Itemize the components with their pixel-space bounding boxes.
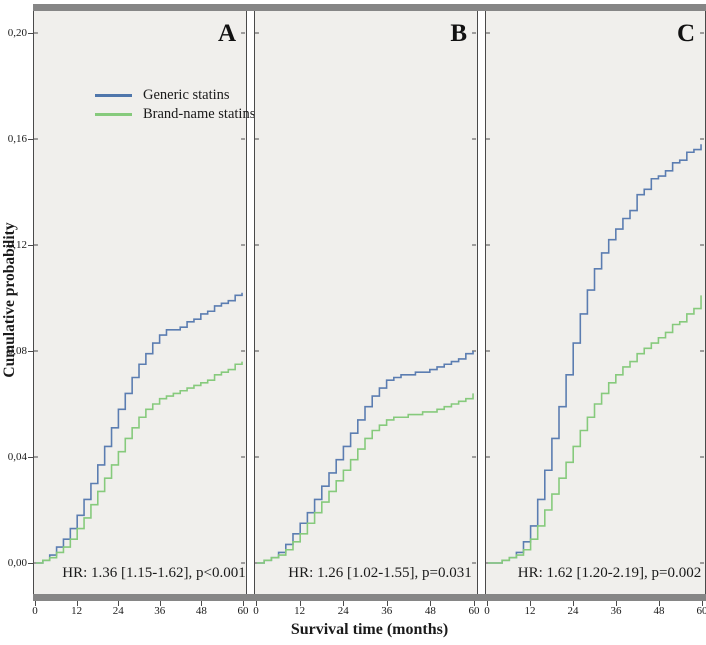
x-tick-label: 12 xyxy=(294,605,306,617)
x-tick-label: 36 xyxy=(610,605,622,617)
panel-b-letter: B xyxy=(450,20,467,47)
x-tick-mark xyxy=(386,601,388,606)
x-tick-label: 60 xyxy=(468,605,480,617)
panel-c: C HR: 1.62 [1.20-2.19], p=0.002 xyxy=(485,11,706,594)
x-tick-label: 48 xyxy=(653,605,665,617)
panel-a-letter: A xyxy=(217,20,236,47)
x-tick-label: 24 xyxy=(337,605,349,617)
legend: Generic statins Brand-name statins xyxy=(95,87,255,125)
x-tick-label: 12 xyxy=(524,605,536,617)
panel-b-curves xyxy=(255,32,477,564)
survival-curve-generic-statins xyxy=(35,292,243,564)
panel-a-curves xyxy=(34,32,246,564)
survival-curve-generic-statins xyxy=(487,144,702,564)
survival-curve-brand-name-statins xyxy=(487,295,702,564)
survival-curve-brand-name-statins xyxy=(256,393,474,564)
x-tick-mark xyxy=(430,601,432,606)
y-tick-mark xyxy=(28,139,33,140)
y-tick-mark xyxy=(28,33,33,34)
generic-statins-line-swatch xyxy=(95,93,132,97)
x-tick-mark xyxy=(659,601,660,606)
figure-top-rule xyxy=(33,4,706,11)
x-tick-label: 12 xyxy=(71,605,83,617)
y-tick-label: 0,04 xyxy=(7,451,27,463)
panel-b: B HR: 1.26 [1.02-1.55], p=0.031 xyxy=(254,11,478,594)
x-tick-label: 36 xyxy=(154,605,166,617)
y-tick-mark xyxy=(28,563,33,564)
y-tick-mark xyxy=(28,457,33,458)
hazard-ratio-annotation-b: HR: 1.26 [1.02-1.55], p=0.031 xyxy=(288,565,472,581)
x-tick-mark xyxy=(474,601,475,606)
x-tick-mark xyxy=(118,601,120,606)
x-tick-label: 60 xyxy=(696,605,706,617)
legend-item-brand: Brand-name statins xyxy=(95,106,255,122)
x-tick-label: 48 xyxy=(424,605,436,617)
y-tick-label: 0,12 xyxy=(7,239,27,251)
legend-label-brand: Brand-name statins xyxy=(143,105,256,122)
y-tick-label: 0,00 xyxy=(7,557,27,569)
x-tick-label: 24 xyxy=(112,605,124,617)
x-tick-label: 0 xyxy=(484,605,490,617)
x-axis-baseline xyxy=(33,594,706,601)
x-tick-label: 24 xyxy=(567,605,579,617)
y-tick-label: 0,16 xyxy=(7,133,27,145)
x-tick-label: 48 xyxy=(195,605,207,617)
x-tick-mark xyxy=(343,601,345,606)
y-tick-mark xyxy=(28,351,33,352)
x-tick-mark xyxy=(243,601,244,606)
x-tick-mark xyxy=(487,601,488,606)
panel-a: A Generic statins Brand-name statins HR:… xyxy=(33,11,255,594)
x-tick-mark xyxy=(76,601,78,606)
x-tick-mark xyxy=(201,601,203,606)
legend-label-generic: Generic statins xyxy=(143,86,230,103)
x-tick-label: 0 xyxy=(32,605,38,617)
x-tick-label: 0 xyxy=(253,605,259,617)
x-tick-label: 60 xyxy=(237,605,249,617)
x-tick-label: 36 xyxy=(381,605,393,617)
x-tick-mark xyxy=(616,601,617,606)
x-tick-mark xyxy=(299,601,301,606)
survival-curve-brand-name-statins xyxy=(35,361,243,564)
survival-curve-generic-statins xyxy=(256,351,474,564)
x-tick-mark xyxy=(35,601,36,606)
x-axis-title: Survival time (months) xyxy=(290,621,449,638)
x-tick-mark xyxy=(256,601,257,606)
x-tick-mark xyxy=(573,601,574,606)
panel-c-letter: C xyxy=(676,20,695,47)
hazard-ratio-annotation-c: HR: 1.62 [1.20-2.19], p=0.002 xyxy=(517,565,702,581)
x-tick-mark xyxy=(530,601,531,606)
y-tick-mark xyxy=(28,245,33,246)
panel-c-curves xyxy=(486,32,705,564)
brand-name-statins-line-swatch xyxy=(95,112,132,116)
x-tick-mark xyxy=(159,601,161,606)
x-tick-mark xyxy=(702,601,703,606)
y-tick-label: 0,08 xyxy=(7,345,27,357)
legend-item-generic: Generic statins xyxy=(95,87,255,103)
hazard-ratio-annotation-a: HR: 1.36 [1.15-1.62], p<0.001 xyxy=(62,565,246,581)
y-tick-label: 0,20 xyxy=(7,27,27,39)
